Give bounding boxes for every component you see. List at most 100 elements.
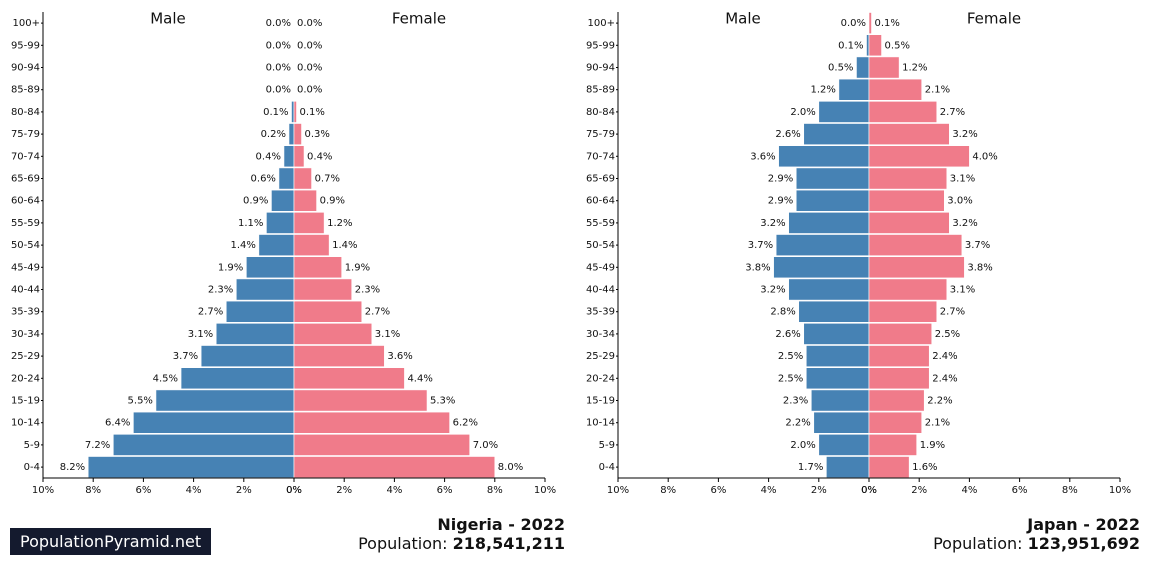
nigeria-male-bar-20-24 — [180, 367, 295, 390]
japan-male-value-100plus: 0.0% — [841, 18, 866, 29]
nigeria-female-bar-0-4 — [293, 456, 496, 479]
japan-age-label-0-4: 0-4 — [599, 462, 615, 473]
japan-male-value-45-49: 3.8% — [745, 262, 770, 273]
japan-age-label-65-69: 65-69 — [586, 174, 615, 185]
nigeria-male-value-20-24: 4.5% — [153, 373, 178, 384]
japan-age-label-20-24: 20-24 — [586, 373, 615, 384]
nigeria-female-value-0-4: 8.0% — [498, 462, 523, 473]
japan-female-bar-85-89 — [868, 78, 923, 101]
nigeria-female-bar-20-24 — [293, 367, 405, 390]
japan-age-label-45-49: 45-49 — [586, 262, 615, 273]
nigeria-age-label-25-29: 25-29 — [11, 351, 40, 362]
japan-age-label-75-79: 75-79 — [586, 129, 615, 140]
nigeria-female-bar-40-44 — [293, 278, 353, 301]
nigeria-male-value-15-19: 5.5% — [128, 396, 153, 407]
nigeria-female-bar-35-39 — [293, 300, 363, 323]
japan-male-bar-95-99 — [866, 34, 870, 57]
nigeria-age-label-70-74: 70-74 — [11, 151, 40, 162]
nigeria-male-bar-10-14 — [133, 411, 295, 434]
nigeria-female-bar-80-84 — [293, 101, 297, 123]
japan-female-bar-80-84 — [868, 101, 938, 123]
nigeria-male-value-5-9: 7.2% — [85, 440, 110, 451]
japan-female-value-60-64: 3.0% — [947, 196, 972, 207]
japan-age-label-30-34: 30-34 — [586, 329, 615, 340]
nigeria-male-value-25-29: 3.7% — [173, 351, 198, 362]
japan-male-bar-80-84 — [818, 101, 870, 123]
nigeria-population-value: 218,541,211 — [452, 534, 565, 553]
japan-age-label-5-9: 5-9 — [599, 440, 615, 451]
nigeria-age-label-75-79: 75-79 — [11, 129, 40, 140]
nigeria-female-value-25-29: 3.6% — [387, 351, 412, 362]
nigeria-age-label-50-54: 50-54 — [11, 240, 40, 251]
nigeria-male-bar-65-69 — [278, 167, 295, 190]
nigeria-male-value-70-74: 0.4% — [256, 151, 281, 162]
japan-female-bar-15-19 — [868, 389, 925, 412]
japan-x-tick-label-9: 6% — [1012, 485, 1028, 496]
nigeria-age-label-95-99: 95-99 — [11, 40, 40, 51]
nigeria-x-tick-label-9: 6% — [437, 485, 453, 496]
japan-female-value-15-19: 2.2% — [927, 396, 952, 407]
nigeria-female-bar-45-49 — [293, 256, 342, 279]
japan-age-label-80-84: 80-84 — [586, 107, 615, 118]
japan-female-bar-70-74 — [868, 145, 970, 168]
japan-female-bar-35-39 — [868, 300, 938, 323]
nigeria-male-value-35-39: 2.7% — [198, 307, 223, 318]
japan-age-label-55-59: 55-59 — [586, 218, 615, 229]
brand-logo[interactable]: PopulationPyramid.net — [10, 528, 212, 555]
nigeria-age-label-100plus: 100+ — [13, 18, 40, 29]
nigeria-male-value-65-69: 0.6% — [251, 174, 276, 185]
japan-male-bar-60-64 — [795, 189, 870, 212]
japan-male-bar-50-54 — [775, 234, 870, 257]
japan-female-bar-10-14 — [868, 411, 923, 434]
japan-female-value-40-44: 3.1% — [950, 285, 975, 296]
japan-female-value-55-59: 3.2% — [952, 218, 977, 229]
nigeria-female-value-30-34: 3.1% — [375, 329, 400, 340]
nigeria-female-value-40-44: 2.3% — [355, 285, 380, 296]
japan-male-bar-65-69 — [795, 167, 870, 190]
japan-male-value-10-14: 2.2% — [785, 418, 810, 429]
nigeria-female-value-45-49: 1.9% — [345, 262, 370, 273]
nigeria-x-tick-label-10: 8% — [487, 485, 503, 496]
japan-female-value-95-99: 0.5% — [885, 40, 910, 51]
nigeria-male-value-55-59: 1.1% — [238, 218, 263, 229]
japan-age-label-25-29: 25-29 — [586, 351, 615, 362]
japan-female-bar-100plus — [868, 12, 872, 35]
nigeria-age-label-0-4: 0-4 — [24, 462, 40, 473]
nigeria-x-tick-label-8: 4% — [386, 485, 402, 496]
japan-female-bar-40-44 — [868, 278, 948, 301]
nigeria-x-tick-label-1: 8% — [85, 485, 101, 496]
nigeria-x-tick-label-4: 2% — [236, 485, 252, 496]
nigeria-male-value-95-99: 0.0% — [266, 40, 291, 51]
nigeria-female-bar-25-29 — [293, 345, 385, 368]
nigeria-male-value-30-34: 3.1% — [188, 329, 213, 340]
nigeria-male-value-60-64: 0.9% — [243, 196, 268, 207]
japan-female-bar-95-99 — [868, 34, 882, 57]
nigeria-female-bar-65-69 — [293, 167, 312, 190]
nigeria-age-label-55-59: 55-59 — [11, 218, 40, 229]
nigeria-age-label-10-14: 10-14 — [11, 418, 40, 429]
japan-male-bar-45-49 — [773, 256, 870, 279]
nigeria-male-bar-25-29 — [200, 345, 295, 368]
japan-x-tick-label-10: 8% — [1062, 485, 1078, 496]
nigeria-female-bar-55-59 — [293, 212, 325, 234]
nigeria-male-bar-75-79 — [288, 123, 295, 146]
japan-age-label-70-74: 70-74 — [586, 151, 615, 162]
japan-x-tick-label-1: 8% — [660, 485, 676, 496]
japan-male-value-50-54: 3.7% — [748, 240, 773, 251]
japan-female-value-25-29: 2.4% — [932, 351, 957, 362]
japan-x-tick-label-7: 2% — [911, 485, 927, 496]
nigeria-female-bar-60-64 — [293, 189, 317, 212]
nigeria-male-value-10-14: 6.4% — [105, 418, 130, 429]
japan-male-value-75-79: 2.6% — [775, 129, 800, 140]
nigeria-male-bar-50-54 — [258, 234, 295, 257]
japan-male-value-90-94: 0.5% — [828, 63, 853, 74]
japan-female-label: Female — [967, 10, 1021, 28]
nigeria-title: Nigeria - 2022 — [437, 515, 565, 534]
japan-female-bar-30-34 — [868, 322, 933, 345]
japan-male-value-70-74: 3.6% — [750, 151, 775, 162]
japan-female-value-75-79: 3.2% — [952, 129, 977, 140]
japan-population: Population: 123,951,692 — [933, 534, 1140, 553]
japan-female-value-100plus: 0.1% — [875, 18, 900, 29]
nigeria-female-bar-5-9 — [293, 433, 470, 456]
nigeria-male-bar-55-59 — [266, 212, 295, 234]
